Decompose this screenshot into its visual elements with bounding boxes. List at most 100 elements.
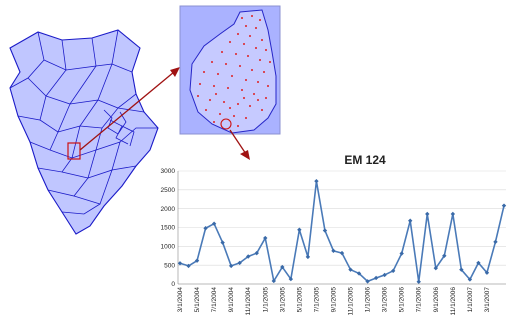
x-tick-label: 11/1/2005 <box>348 287 355 316</box>
data-point <box>416 279 421 284</box>
data-point <box>331 248 336 254</box>
district-boundaries <box>9 29 158 215</box>
sampling-point <box>245 25 247 27</box>
data-point <box>356 271 362 276</box>
data-point <box>322 228 328 233</box>
y-tick-label: 1000 <box>161 244 176 251</box>
arrow-inset-to-chart <box>229 129 250 160</box>
sampling-point <box>221 51 223 53</box>
sampling-point <box>227 87 229 89</box>
x-tick-label: 1/1/2005 <box>262 287 269 313</box>
x-tick-label: 5/1/2006 <box>399 287 406 313</box>
x-tick-label: 3/1/2005 <box>279 287 286 313</box>
sampling-point <box>259 19 261 21</box>
data-point <box>476 260 481 266</box>
sampling-point <box>253 93 255 95</box>
sampling-point <box>217 73 219 75</box>
sampling-point <box>215 93 217 95</box>
sampling-point <box>265 49 267 51</box>
data-point <box>365 279 370 284</box>
sampling-point <box>247 55 249 57</box>
sampling-point <box>225 63 227 65</box>
data-point <box>211 221 217 226</box>
line-chart: EM 124 0 500 1000 1500 2000 2500 3000 3/1/2004… <box>161 153 507 315</box>
x-tick-label: 7/1/2006 <box>416 287 423 313</box>
region-map <box>9 29 159 235</box>
sampling-points <box>197 15 271 127</box>
data-point <box>493 239 498 245</box>
sampling-point <box>261 39 263 41</box>
data-point <box>186 263 191 269</box>
data-point <box>220 240 225 245</box>
data-point <box>450 211 456 217</box>
x-tick-label: 9/1/2004 <box>228 287 235 313</box>
inset-map <box>179 5 281 135</box>
data-point <box>280 264 285 270</box>
data-point <box>237 260 242 266</box>
region-outline <box>9 29 159 235</box>
sampling-point <box>251 69 253 71</box>
sampling-point <box>223 101 225 103</box>
data-point <box>228 263 234 269</box>
data-point <box>314 178 319 184</box>
sampling-point <box>261 109 263 111</box>
sampling-point <box>249 105 251 107</box>
chart-title: EM 124 <box>344 153 386 167</box>
sampling-point <box>233 115 235 117</box>
x-tick-label: 7/1/2004 <box>211 287 218 313</box>
sampling-point <box>237 103 239 105</box>
data-point <box>271 278 276 284</box>
y-tick-label: 0 <box>171 281 175 288</box>
sampling-point <box>269 61 271 63</box>
data-point <box>390 268 396 274</box>
sampling-point <box>219 113 221 115</box>
sampling-point <box>241 89 243 91</box>
data-point <box>459 267 464 272</box>
y-tick-label: 2000 <box>161 206 176 213</box>
sampling-point <box>245 117 247 119</box>
data-point <box>263 235 268 241</box>
sampling-point <box>199 83 201 85</box>
sampling-point <box>241 17 243 19</box>
y-tick-label: 500 <box>164 262 175 269</box>
x-tick-label: 11/1/2004 <box>245 287 252 316</box>
sampling-point <box>229 41 231 43</box>
x-tick-label: 5/1/2005 <box>296 287 303 313</box>
sampling-point <box>265 97 267 99</box>
x-tick-label: 3/1/2004 <box>177 287 184 313</box>
series-path <box>179 180 505 283</box>
highlight-circle <box>220 118 232 130</box>
arrow-map-to-inset <box>79 67 180 151</box>
data-point <box>297 227 302 232</box>
y-axis: 0 500 1000 1500 2000 2500 3000 <box>161 168 179 288</box>
sampling-point <box>203 71 205 73</box>
sampling-point <box>245 79 247 81</box>
sampling-point <box>235 53 237 55</box>
series-line <box>177 178 507 284</box>
x-tick-label: 5/1/2004 <box>194 287 201 313</box>
data-point <box>348 267 353 272</box>
sampling-point <box>257 81 259 83</box>
sampling-point <box>255 27 257 29</box>
gridlines <box>178 170 506 285</box>
sampling-point <box>197 95 199 97</box>
y-tick-label: 1500 <box>161 225 176 232</box>
x-tick-label: 1/1/2007 <box>467 287 474 313</box>
data-point <box>373 275 379 281</box>
selected-area-marker <box>67 142 81 160</box>
sampling-point <box>239 65 241 67</box>
sampling-point <box>211 61 213 63</box>
sampling-point <box>213 121 215 123</box>
data-point <box>501 203 507 208</box>
x-tick-label: 3/1/2007 <box>484 287 491 313</box>
x-tick-label: 7/1/2005 <box>313 287 320 313</box>
x-tick-label: 11/1/2006 <box>450 287 457 316</box>
sampling-point <box>205 109 207 111</box>
data-point <box>305 254 311 260</box>
data-point <box>467 277 473 282</box>
sampling-point <box>259 59 261 61</box>
data-point <box>433 265 438 271</box>
data-point <box>484 270 490 275</box>
